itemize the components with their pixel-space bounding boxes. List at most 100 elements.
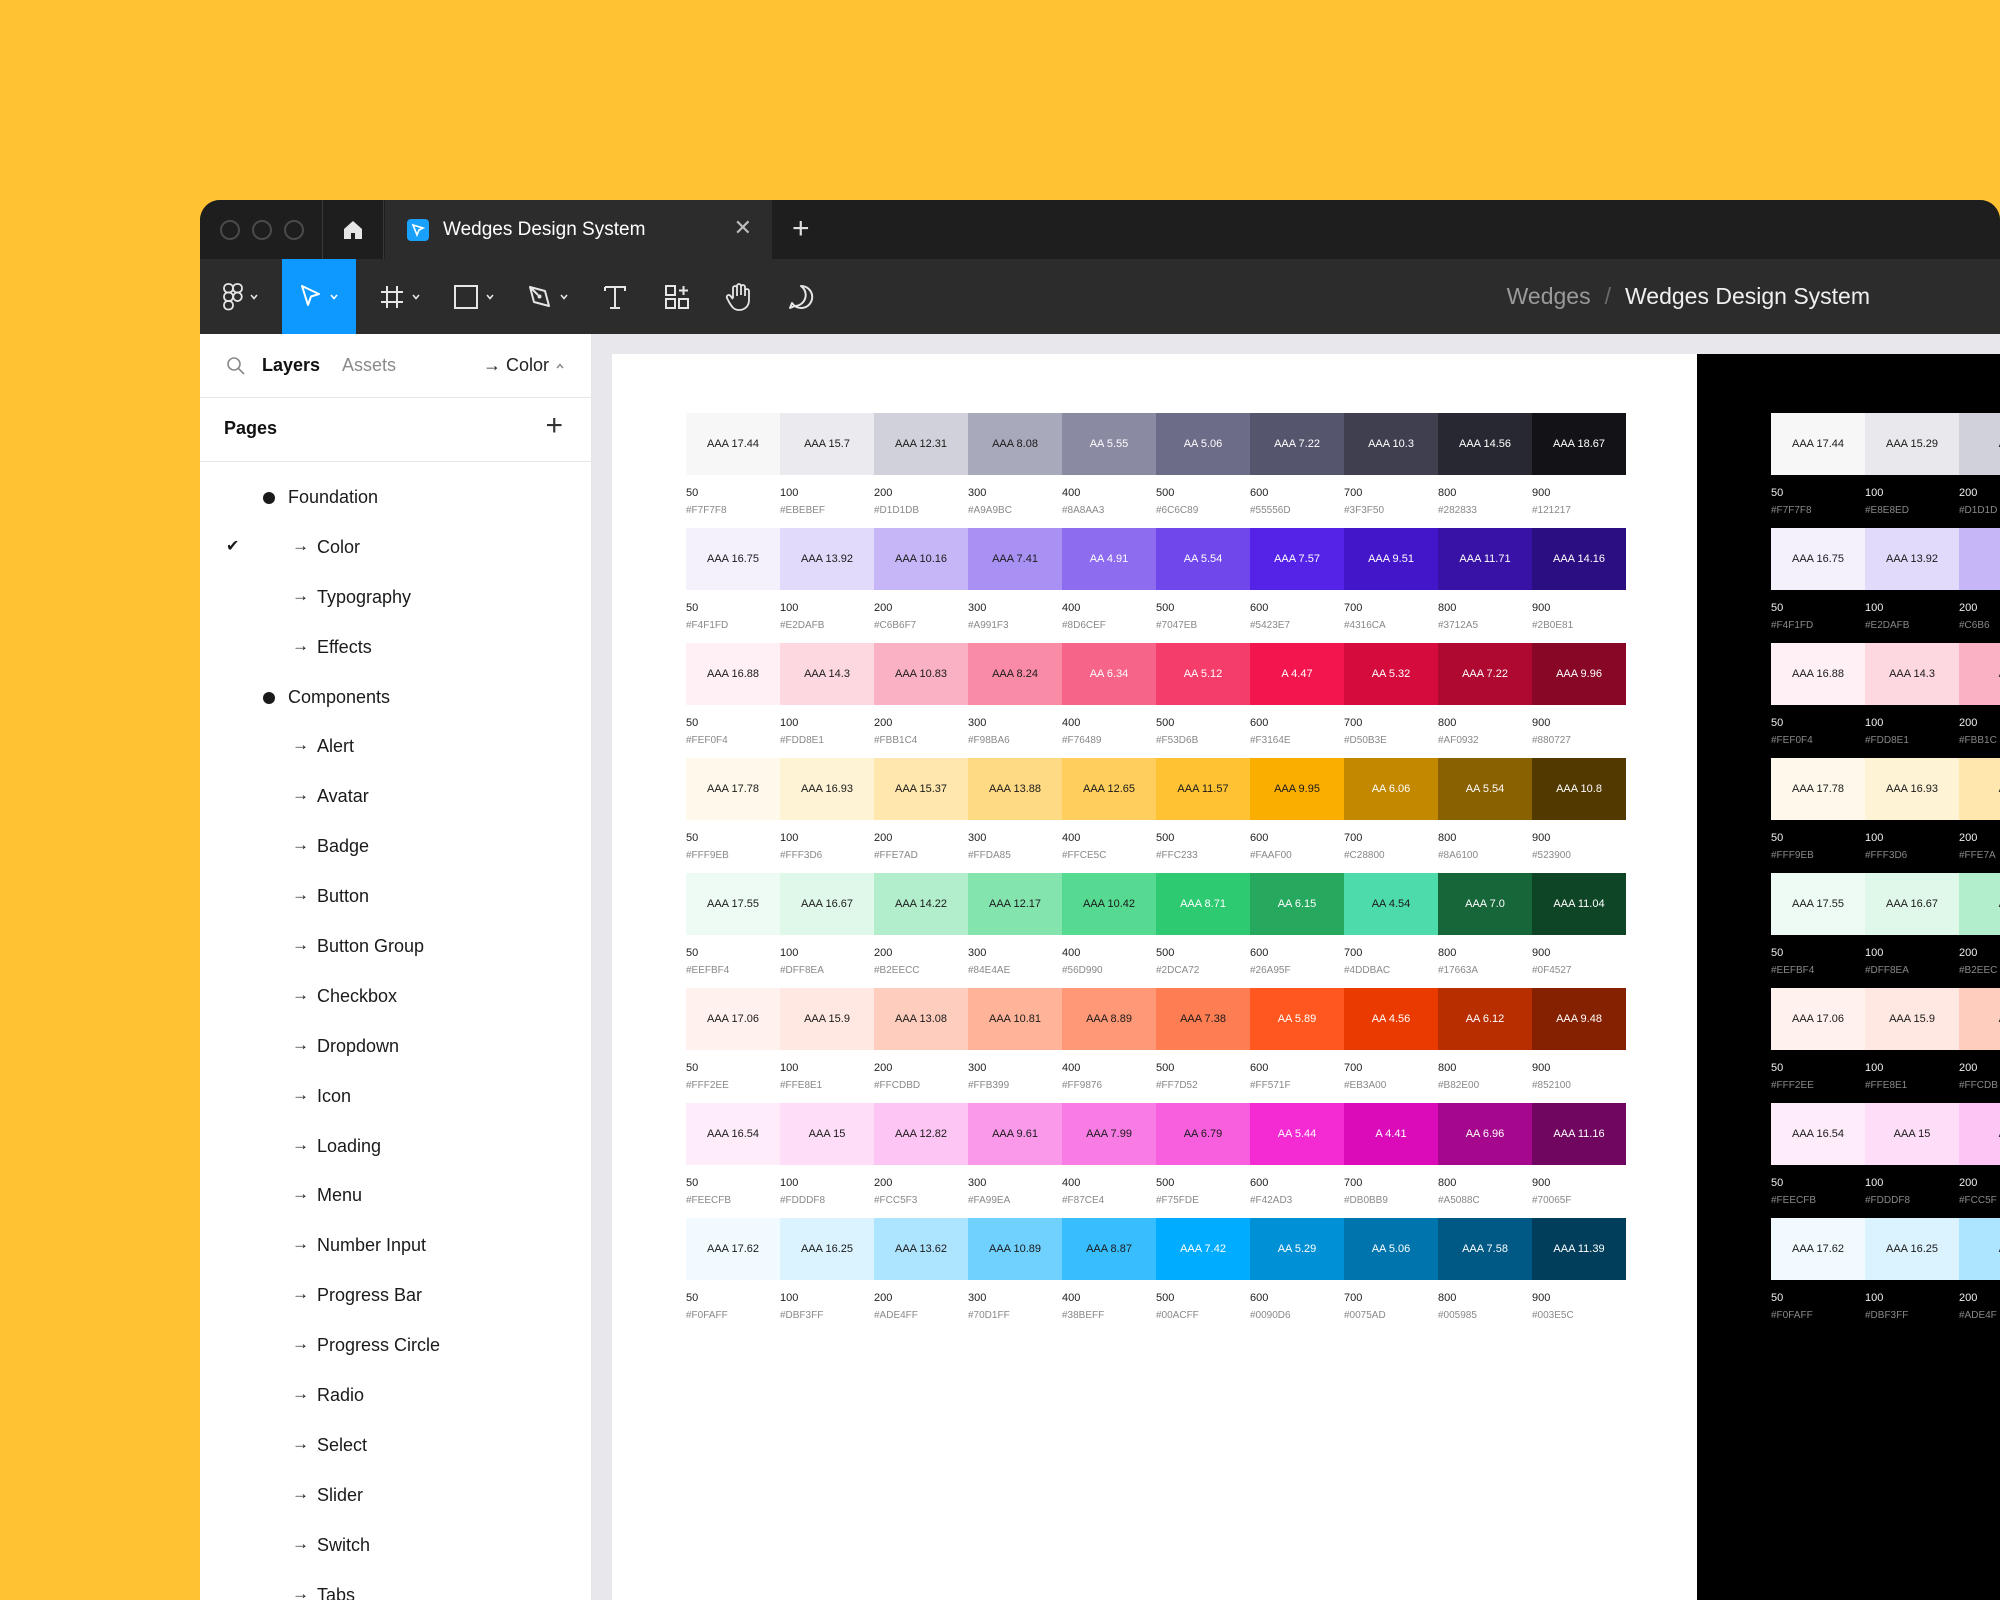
- color-swatch[interactable]: AA 6.06: [1344, 758, 1438, 820]
- color-swatch[interactable]: AAA 11.57: [1156, 758, 1250, 820]
- color-swatch[interactable]: AAA 11.04: [1532, 873, 1626, 935]
- color-swatch[interactable]: AAA 11.16: [1532, 1103, 1626, 1165]
- color-swatch[interactable]: AAA 17.06: [1771, 988, 1865, 1050]
- color-swatch[interactable]: AAA 14.3: [1865, 643, 1959, 705]
- breadcrumb-file-name[interactable]: Wedges Design System: [1624, 283, 1870, 309]
- page-item[interactable]: → Loading: [200, 1121, 591, 1171]
- main-menu-button[interactable]: [218, 259, 264, 334]
- color-swatch[interactable]: AA 5.44: [1250, 1103, 1344, 1165]
- color-swatch[interactable]: AAA 10.83: [874, 643, 968, 705]
- color-swatch[interactable]: AAA 8.87: [1062, 1218, 1156, 1280]
- current-page-selector[interactable]: → Color: [483, 355, 565, 376]
- color-swatch[interactable]: AAA 14.56: [1438, 413, 1532, 475]
- color-swatch[interactable]: AAA 15.7: [780, 413, 874, 475]
- close-window-button[interactable]: [220, 220, 240, 240]
- page-item[interactable]: → Button: [200, 871, 591, 921]
- search-icon[interactable]: [226, 356, 246, 376]
- file-tab[interactable]: Wedges Design System ✕: [385, 200, 772, 259]
- color-swatch[interactable]: AA: [1959, 758, 2000, 820]
- color-swatch[interactable]: AA 5.29: [1250, 1218, 1344, 1280]
- page-item[interactable]: → Progress Bar: [200, 1270, 591, 1320]
- color-swatch[interactable]: AAA 15: [1865, 1103, 1959, 1165]
- color-swatch[interactable]: AAA 7.22: [1438, 643, 1532, 705]
- page-item[interactable]: → Number Input: [200, 1220, 591, 1270]
- color-swatch[interactable]: AA 5.12: [1156, 643, 1250, 705]
- tab-assets[interactable]: Assets: [342, 355, 397, 375]
- color-swatch[interactable]: AAA 13.92: [1865, 528, 1959, 590]
- color-swatch[interactable]: AAA 10.3: [1344, 413, 1438, 475]
- color-swatch[interactable]: AAA 9.61: [968, 1103, 1062, 1165]
- color-swatch[interactable]: AAA 7.22: [1250, 413, 1344, 475]
- page-item[interactable]: → Menu: [200, 1170, 591, 1220]
- canvas[interactable]: AAA 17.44 AAA 15.7 AAA 12.31 AAA 8.08 AA 5.5…: [592, 334, 2000, 1600]
- color-swatch[interactable]: AAA 17.44: [1771, 413, 1865, 475]
- color-swatch[interactable]: AAA 7.0: [1438, 873, 1532, 935]
- home-button[interactable]: [322, 200, 384, 259]
- color-swatch[interactable]: AAA 12.31: [874, 413, 968, 475]
- color-swatch[interactable]: AA: [1959, 988, 2000, 1050]
- color-swatch[interactable]: A: [1959, 528, 2000, 590]
- color-swatch[interactable]: AAA 10.89: [968, 1218, 1062, 1280]
- color-swatch[interactable]: AA 5.54: [1438, 758, 1532, 820]
- tab-close-icon[interactable]: ✕: [733, 215, 752, 240]
- color-swatch[interactable]: AAA 15.29: [1865, 413, 1959, 475]
- page-group-item[interactable]: Foundation: [200, 472, 591, 522]
- color-swatch[interactable]: AAA 16.67: [1865, 873, 1959, 935]
- color-swatch[interactable]: AAA 15.9: [780, 988, 874, 1050]
- color-swatch[interactable]: AAA 16.93: [780, 758, 874, 820]
- color-swatch[interactable]: AA 5.89: [1250, 988, 1344, 1050]
- color-swatch[interactable]: AAA 17.06: [686, 988, 780, 1050]
- page-item[interactable]: → Avatar: [200, 771, 591, 821]
- color-swatch[interactable]: AA 4.54: [1344, 873, 1438, 935]
- color-swatch[interactable]: AAA 14.22: [874, 873, 968, 935]
- minimize-window-button[interactable]: [252, 220, 272, 240]
- color-swatch[interactable]: AAA 10.16: [874, 528, 968, 590]
- page-item[interactable]: → Button Group: [200, 921, 591, 971]
- light-palette-frame[interactable]: AAA 17.44 AAA 15.7 AAA 12.31 AAA 8.08 AA 5.5…: [612, 354, 1697, 1600]
- maximize-window-button[interactable]: [284, 220, 304, 240]
- color-swatch[interactable]: AA: [1959, 413, 2000, 475]
- breadcrumb-team[interactable]: Wedges: [1506, 283, 1591, 309]
- color-swatch[interactable]: AAA 10.42: [1062, 873, 1156, 935]
- color-swatch[interactable]: A 4.47: [1250, 643, 1344, 705]
- color-swatch[interactable]: AA: [1959, 1218, 2000, 1280]
- color-swatch[interactable]: AA 4.91: [1062, 528, 1156, 590]
- color-swatch[interactable]: AAA 17.78: [1771, 758, 1865, 820]
- page-item[interactable]: → Icon: [200, 1071, 591, 1121]
- color-swatch[interactable]: AAA 7.57: [1250, 528, 1344, 590]
- page-item[interactable]: → Effects: [200, 622, 591, 672]
- page-item[interactable]: → Select: [200, 1420, 591, 1470]
- color-swatch[interactable]: AAA 7.41: [968, 528, 1062, 590]
- color-swatch[interactable]: AAA 7.38: [1156, 988, 1250, 1050]
- color-swatch[interactable]: AAA 17.55: [686, 873, 780, 935]
- color-swatch[interactable]: AAA 16.75: [1771, 528, 1865, 590]
- color-swatch[interactable]: AAA 16.54: [686, 1103, 780, 1165]
- color-swatch[interactable]: AA 5.54: [1156, 528, 1250, 590]
- color-swatch[interactable]: AAA 15: [780, 1103, 874, 1165]
- color-swatch[interactable]: AAA 9.51: [1344, 528, 1438, 590]
- color-swatch[interactable]: AAA 17.62: [1771, 1218, 1865, 1280]
- color-swatch[interactable]: A 4.41: [1344, 1103, 1438, 1165]
- color-swatch[interactable]: AA 4.56: [1344, 988, 1438, 1050]
- color-swatch[interactable]: AAA 17.55: [1771, 873, 1865, 935]
- color-swatch[interactable]: AAA 12.82: [874, 1103, 968, 1165]
- color-swatch[interactable]: AA 5.32: [1344, 643, 1438, 705]
- page-item[interactable]: → Radio: [200, 1370, 591, 1420]
- page-item[interactable]: → Dropdown: [200, 1021, 591, 1071]
- color-swatch[interactable]: AA 5.06: [1156, 413, 1250, 475]
- color-swatch[interactable]: AA: [1959, 873, 2000, 935]
- new-tab-button[interactable]: +: [792, 212, 810, 245]
- tab-layers[interactable]: Layers: [262, 355, 321, 375]
- page-item[interactable]: → Alert: [200, 721, 591, 771]
- color-swatch[interactable]: AA 6.96: [1438, 1103, 1532, 1165]
- color-swatch[interactable]: AAA 16.25: [780, 1218, 874, 1280]
- page-group-item[interactable]: Components: [200, 672, 591, 722]
- color-swatch[interactable]: AAA 11.71: [1438, 528, 1532, 590]
- page-item[interactable]: → Badge: [200, 821, 591, 871]
- color-swatch[interactable]: AAA 7.58: [1438, 1218, 1532, 1280]
- page-item[interactable]: → Checkbox: [200, 971, 591, 1021]
- add-page-button[interactable]: +: [545, 409, 563, 442]
- page-item[interactable]: → Tabs: [200, 1570, 591, 1600]
- color-swatch[interactable]: AAA 8.89: [1062, 988, 1156, 1050]
